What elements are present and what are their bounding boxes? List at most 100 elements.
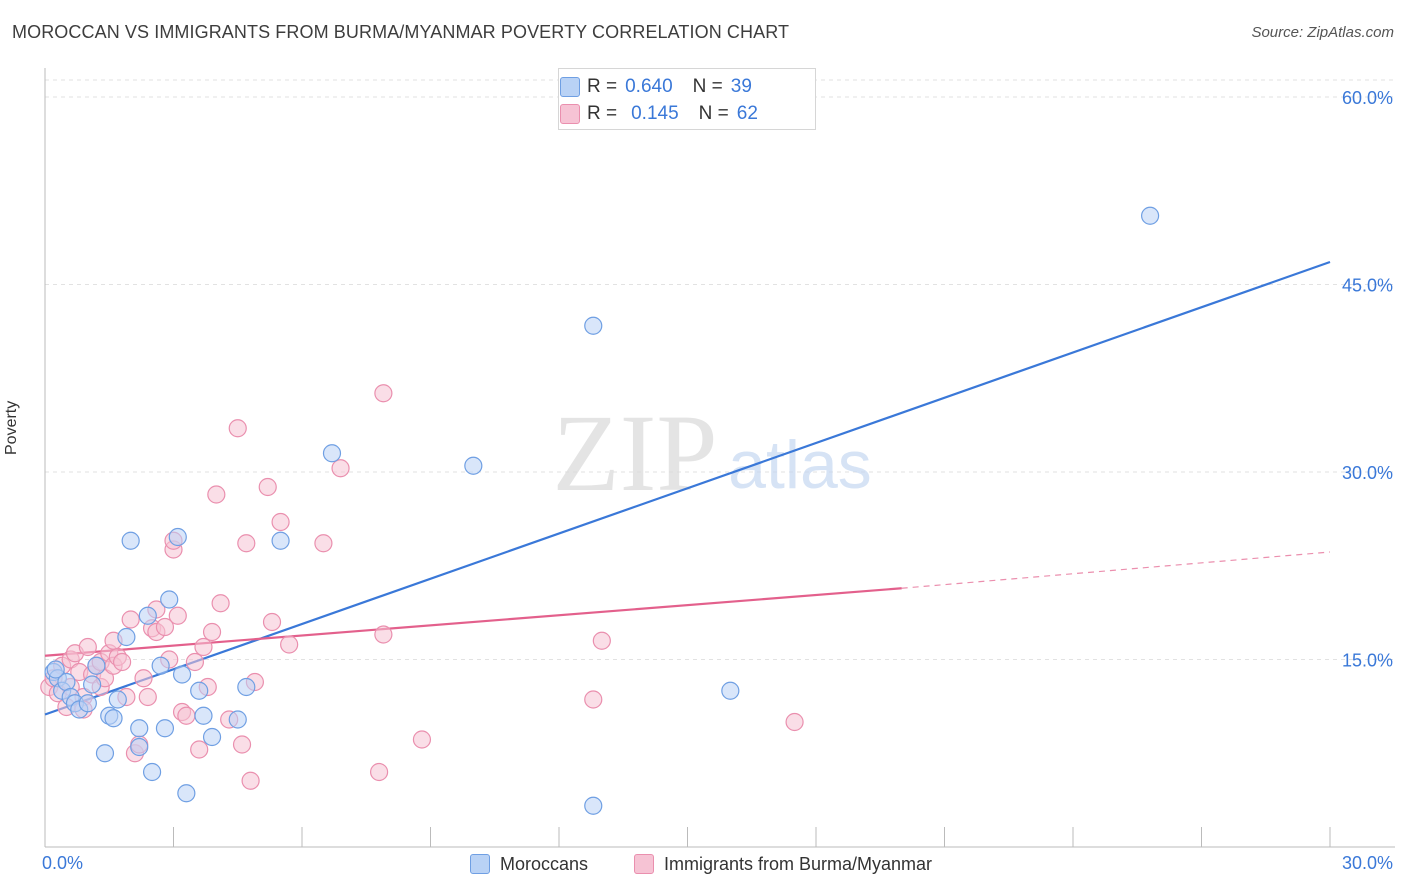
legend-swatch-pink bbox=[634, 854, 654, 874]
burma-point bbox=[194, 637, 213, 657]
moroccan-point bbox=[202, 727, 222, 747]
burma-point bbox=[134, 669, 153, 688]
burma-point bbox=[78, 637, 97, 657]
moroccan-point bbox=[130, 737, 149, 757]
burma-point bbox=[262, 612, 282, 632]
x-tick-label: 30.0% bbox=[1342, 853, 1393, 873]
burma-point bbox=[785, 712, 804, 732]
x-tick-label: 0.0% bbox=[42, 853, 83, 873]
burma-point bbox=[138, 687, 157, 707]
burma-point bbox=[168, 606, 187, 625]
legend-label-burma: Immigrants from Burma/Myanmar bbox=[664, 853, 933, 874]
y-tick-label: 60.0% bbox=[1342, 88, 1393, 108]
burma-point bbox=[228, 419, 247, 438]
moroccan-point bbox=[1140, 206, 1160, 225]
watermark-zip: ZIP bbox=[553, 392, 718, 514]
burma-point bbox=[232, 735, 252, 754]
legend-r-value: 0.640 bbox=[625, 76, 673, 97]
moroccan-point bbox=[155, 719, 175, 738]
axis-layer bbox=[44, 68, 1395, 848]
burma-point bbox=[258, 477, 277, 497]
moroccan-point bbox=[104, 709, 123, 728]
legend-swatch-blue bbox=[470, 854, 490, 874]
moroccan-point bbox=[228, 710, 247, 729]
moroccan-point bbox=[464, 456, 483, 475]
trend-layer bbox=[44, 260, 1331, 716]
moroccan-point bbox=[78, 694, 97, 713]
burma-point bbox=[237, 534, 256, 553]
burma-point bbox=[177, 706, 196, 725]
legend-row-moroccans: R = 0.640 N = 39 bbox=[560, 74, 752, 100]
moroccan-point bbox=[117, 627, 136, 647]
source-label: Source: ZipAtlas.com bbox=[1251, 24, 1394, 41]
moroccan-point bbox=[172, 665, 192, 684]
legend-n-label: N = bbox=[698, 103, 729, 124]
burma-point bbox=[112, 652, 132, 672]
legend-swatch-blue bbox=[560, 77, 580, 97]
y-tick-label: 15.0% bbox=[1342, 651, 1393, 671]
burma-point bbox=[412, 730, 432, 749]
moroccan-point bbox=[322, 444, 342, 463]
bottom-legend-moroccans: Moroccans bbox=[470, 851, 588, 877]
burma-point bbox=[185, 652, 205, 672]
moroccan-point bbox=[46, 660, 65, 679]
moroccan-point bbox=[87, 656, 106, 675]
chart-title: MOROCCAN VS IMMIGRANTS FROM BURMA/MYANMA… bbox=[12, 22, 790, 42]
moroccan-point bbox=[121, 531, 140, 550]
burma-point bbox=[314, 534, 333, 553]
legend-swatch-pink bbox=[560, 104, 580, 124]
burma-point bbox=[121, 610, 140, 629]
moroccan-point bbox=[108, 690, 127, 709]
moroccan-point bbox=[83, 675, 102, 694]
tick-label-layer: 15.0% 30.0% 45.0% 60.0% 0.0% 30.0% bbox=[42, 88, 1393, 873]
burma-point bbox=[331, 459, 350, 478]
burma-point bbox=[241, 771, 260, 790]
moroccan-point bbox=[190, 681, 209, 700]
watermark: ZIP atlas bbox=[553, 392, 872, 514]
points-layer bbox=[40, 206, 1160, 815]
moroccan-point bbox=[151, 656, 170, 675]
moroccan-point bbox=[142, 762, 162, 782]
moroccan-point bbox=[194, 706, 213, 725]
burma-trend-line bbox=[44, 587, 902, 657]
moroccan-point bbox=[95, 744, 115, 763]
legend-r-value: 0.145 bbox=[631, 103, 679, 124]
moroccan-point bbox=[130, 719, 149, 738]
y-tick-label: 30.0% bbox=[1342, 463, 1393, 483]
burma-point bbox=[592, 631, 611, 650]
burma-point bbox=[207, 485, 226, 504]
moroccan-point bbox=[237, 677, 256, 697]
burma-point bbox=[202, 622, 222, 642]
bottom-legend-burma: Immigrants from Burma/Myanmar bbox=[634, 851, 932, 877]
correlation-legend: R = 0.640 N = 39 R = 0.145 N = 62 bbox=[558, 68, 816, 130]
legend-r-label: R = bbox=[587, 103, 618, 124]
legend-n-label: N = bbox=[692, 76, 723, 97]
moroccan-point bbox=[584, 316, 603, 335]
burma-point bbox=[271, 512, 290, 532]
moroccan-point bbox=[160, 590, 179, 609]
burma-point bbox=[280, 635, 299, 654]
moroccan-point bbox=[721, 681, 740, 700]
moroccan-point bbox=[177, 784, 196, 803]
burma-point bbox=[584, 690, 603, 709]
legend-n-value: 62 bbox=[736, 103, 758, 124]
y-tick-label: 45.0% bbox=[1342, 276, 1393, 296]
moroccan-point bbox=[138, 606, 157, 625]
moroccan-trend-line bbox=[44, 260, 1331, 716]
legend-r-label: R = bbox=[587, 76, 618, 97]
legend-label-moroccans: Moroccans bbox=[500, 853, 589, 874]
watermark-atlas: atlas bbox=[728, 427, 872, 503]
burma-point bbox=[374, 625, 393, 644]
moroccan-point bbox=[271, 531, 290, 550]
burma-point bbox=[190, 740, 209, 759]
legend-row-burma: R = 0.145 N = 62 bbox=[560, 101, 758, 127]
burma-point bbox=[374, 384, 393, 403]
legend-n-value: 39 bbox=[730, 76, 752, 97]
moroccan-point bbox=[168, 527, 187, 547]
burma-point bbox=[370, 762, 389, 782]
burma-point bbox=[155, 617, 175, 637]
moroccan-point bbox=[584, 796, 603, 815]
burma-trend-extension bbox=[901, 551, 1331, 589]
burma-point bbox=[211, 594, 230, 613]
